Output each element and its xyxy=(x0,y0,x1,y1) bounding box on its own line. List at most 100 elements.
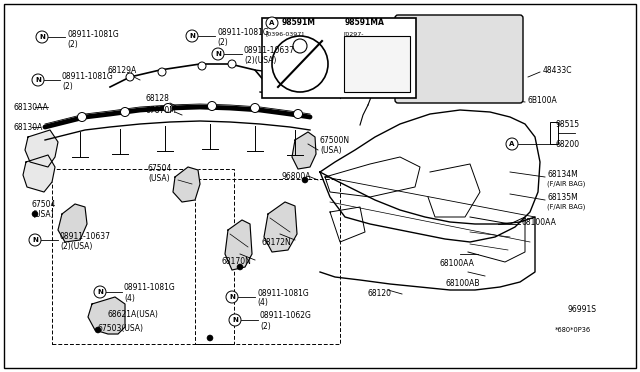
Circle shape xyxy=(29,234,41,246)
Text: A: A xyxy=(509,141,515,147)
Polygon shape xyxy=(23,155,55,192)
Circle shape xyxy=(186,30,198,42)
Circle shape xyxy=(158,68,166,76)
Text: 08911-1081G: 08911-1081G xyxy=(124,283,176,292)
Circle shape xyxy=(294,109,303,119)
Text: 68200: 68200 xyxy=(555,140,579,148)
Circle shape xyxy=(207,102,216,110)
Text: (F/AIR BAG): (F/AIR BAG) xyxy=(547,181,586,187)
Circle shape xyxy=(207,335,213,341)
Text: 98591MA: 98591MA xyxy=(345,17,385,26)
Bar xyxy=(195,179,340,344)
Text: 67504: 67504 xyxy=(148,164,172,173)
Text: 98591M: 98591M xyxy=(282,17,316,26)
Circle shape xyxy=(506,138,518,150)
Text: 96800A: 96800A xyxy=(282,171,312,180)
Text: (USA): (USA) xyxy=(32,209,54,218)
Text: [0297-: [0297- xyxy=(343,32,364,36)
Text: N: N xyxy=(229,294,235,300)
Polygon shape xyxy=(225,220,252,270)
Text: 68170N: 68170N xyxy=(222,257,252,266)
Text: 68100AA: 68100AA xyxy=(522,218,557,227)
Text: (2): (2) xyxy=(217,38,228,46)
Text: 68129A: 68129A xyxy=(108,65,137,74)
Text: 68135M: 68135M xyxy=(547,192,578,202)
Text: 67500N: 67500N xyxy=(320,135,350,144)
Bar xyxy=(262,18,416,98)
Circle shape xyxy=(77,112,86,122)
Circle shape xyxy=(237,264,243,270)
Text: (USA): (USA) xyxy=(148,173,170,183)
Circle shape xyxy=(32,211,38,217)
Text: (2): (2) xyxy=(62,81,73,90)
Circle shape xyxy=(126,73,134,81)
Text: (2): (2) xyxy=(260,321,271,330)
Text: (F/AIR BAG): (F/AIR BAG) xyxy=(547,204,586,210)
Text: (4): (4) xyxy=(257,298,268,308)
Text: N: N xyxy=(35,77,41,83)
Text: 68134M: 68134M xyxy=(547,170,578,179)
Text: N: N xyxy=(32,237,38,243)
Text: N: N xyxy=(39,34,45,40)
Text: 48433C: 48433C xyxy=(543,65,573,74)
Polygon shape xyxy=(264,202,297,252)
Circle shape xyxy=(226,291,238,303)
Text: 68130A: 68130A xyxy=(14,122,44,131)
Text: 08911-1081G: 08911-1081G xyxy=(257,289,308,298)
Text: 08911-10637: 08911-10637 xyxy=(244,45,295,55)
Circle shape xyxy=(302,177,308,183)
Text: (4): (4) xyxy=(124,294,135,302)
Text: 67503(USA): 67503(USA) xyxy=(98,324,144,333)
Text: 68100AB: 68100AB xyxy=(445,279,479,289)
Circle shape xyxy=(250,103,259,112)
Text: 68120: 68120 xyxy=(368,289,392,298)
Circle shape xyxy=(120,108,129,116)
Text: N: N xyxy=(215,51,221,57)
Circle shape xyxy=(212,48,224,60)
Text: N: N xyxy=(97,289,103,295)
Text: *680*0P36: *680*0P36 xyxy=(555,327,591,333)
Text: 6B100A: 6B100A xyxy=(527,96,557,105)
Circle shape xyxy=(163,103,173,112)
Text: 68100AA: 68100AA xyxy=(440,260,475,269)
Text: 68128: 68128 xyxy=(145,93,169,103)
Text: 67504: 67504 xyxy=(32,199,56,208)
Text: 08911-1062G: 08911-1062G xyxy=(260,311,312,321)
Text: 08911-1081G: 08911-1081G xyxy=(217,28,269,36)
Circle shape xyxy=(228,60,236,68)
Text: 98515: 98515 xyxy=(555,119,579,128)
Text: 68172N: 68172N xyxy=(262,237,292,247)
Text: N: N xyxy=(189,33,195,39)
Text: 08911-10637: 08911-10637 xyxy=(60,231,111,241)
Text: 68130AA: 68130AA xyxy=(14,103,49,112)
Bar xyxy=(52,169,234,344)
Bar xyxy=(550,122,558,144)
Text: 08911-1081G: 08911-1081G xyxy=(67,29,119,38)
Circle shape xyxy=(94,286,106,298)
FancyBboxPatch shape xyxy=(395,15,523,103)
Polygon shape xyxy=(25,130,58,167)
Polygon shape xyxy=(58,204,87,242)
Text: 68621A(USA): 68621A(USA) xyxy=(108,310,159,318)
Circle shape xyxy=(272,36,328,92)
Circle shape xyxy=(229,314,241,326)
Text: (2): (2) xyxy=(67,39,77,48)
Polygon shape xyxy=(173,167,200,202)
Text: (USA): (USA) xyxy=(320,145,342,154)
Text: N: N xyxy=(232,317,238,323)
Circle shape xyxy=(293,39,307,53)
Polygon shape xyxy=(88,297,125,334)
Text: A: A xyxy=(269,20,275,26)
Text: 96991S: 96991S xyxy=(568,305,597,314)
Circle shape xyxy=(198,62,206,70)
Circle shape xyxy=(36,31,48,43)
Circle shape xyxy=(95,327,101,333)
Polygon shape xyxy=(292,132,316,169)
Circle shape xyxy=(266,17,278,29)
Text: 67870M: 67870M xyxy=(145,106,176,115)
Text: 08911-1081G: 08911-1081G xyxy=(62,71,114,80)
Text: [0396-0397]: [0396-0397] xyxy=(265,32,304,36)
Bar xyxy=(344,36,410,92)
Text: (2)(USA): (2)(USA) xyxy=(244,55,276,64)
Circle shape xyxy=(32,74,44,86)
